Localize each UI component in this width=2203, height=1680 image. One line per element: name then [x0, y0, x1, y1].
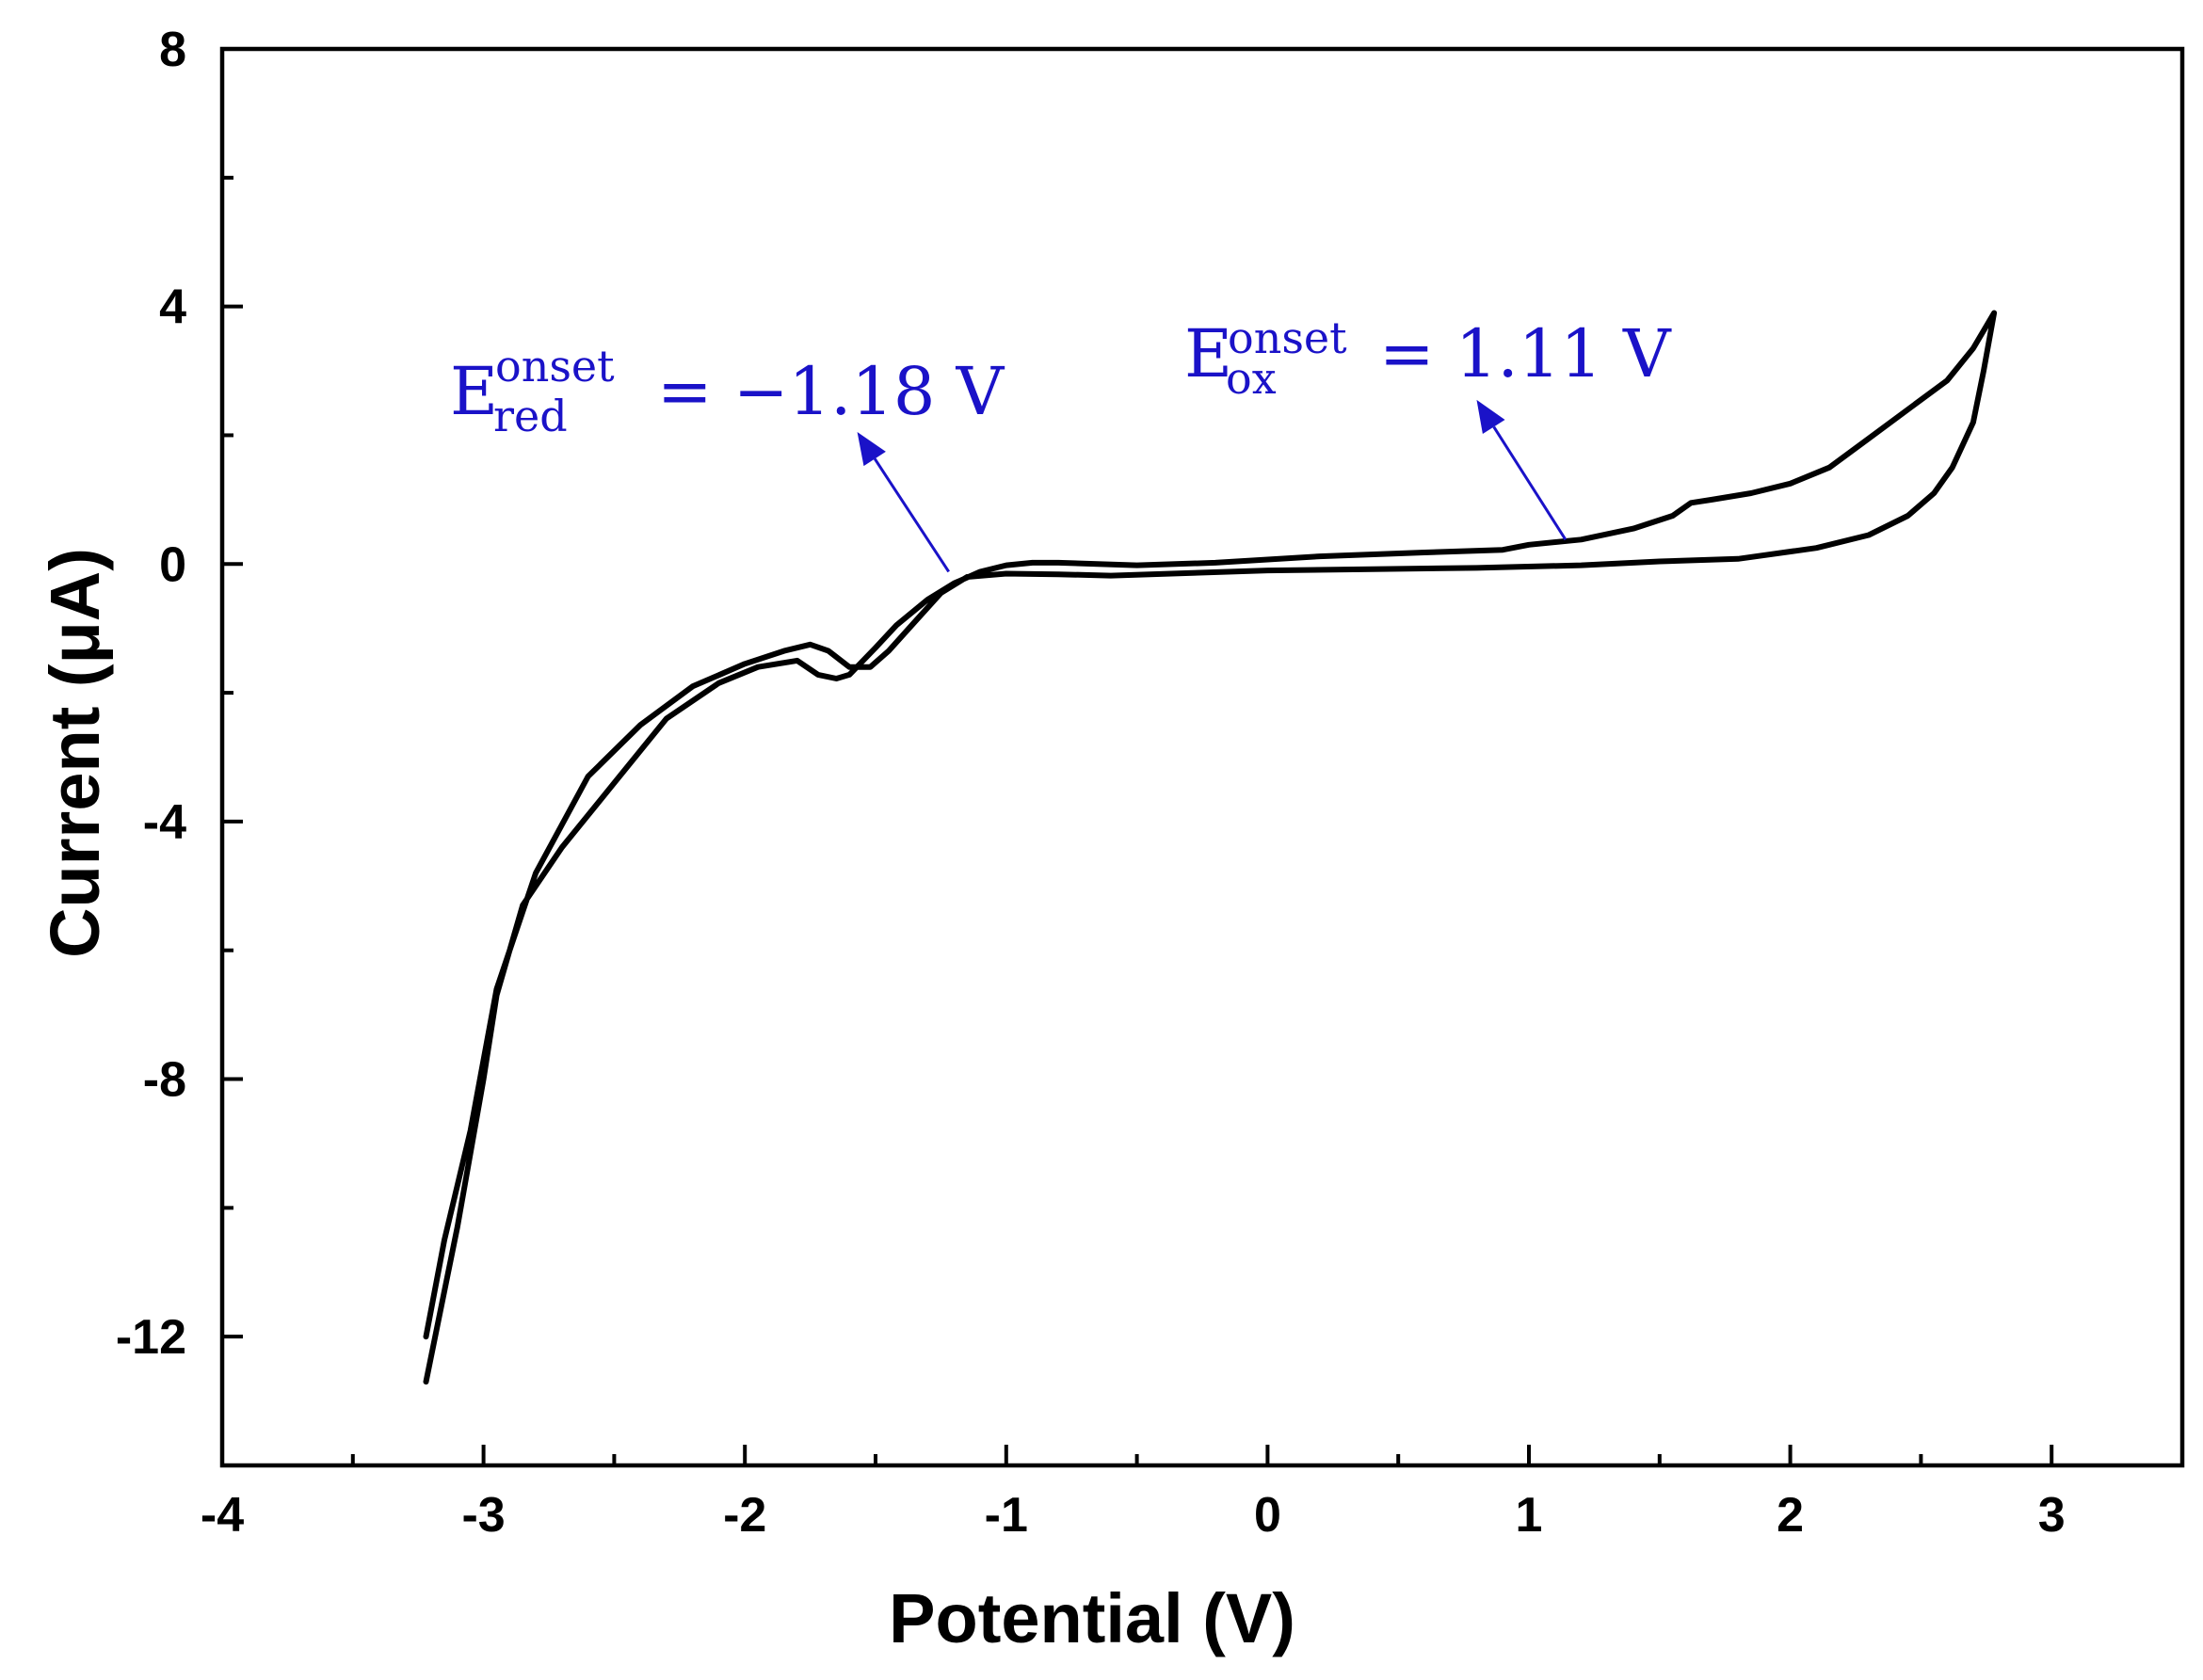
- reduction-onset-annotation: E onset red = −1.18 V: [450, 341, 1005, 441]
- x-tick-label: -2: [723, 1488, 766, 1543]
- x-axis-title: Potential (V): [889, 1579, 1295, 1657]
- plot-frame: [219, 46, 2185, 1468]
- y-tick-label: 8: [159, 23, 186, 77]
- reduction-arrow-head: [857, 432, 886, 467]
- oxidation-onset-value: = 1.11 V: [1379, 315, 1672, 392]
- x-tick-label: 3: [2038, 1488, 2066, 1543]
- y-tick-label: -4: [143, 795, 186, 850]
- y-tick-labels: -12 -8 -4 0 4 8: [116, 23, 186, 1365]
- cv-curve-series: [423, 310, 1998, 1385]
- y-tick-label: -8: [143, 1053, 186, 1108]
- x-tick-label: 0: [1254, 1488, 1281, 1543]
- axis-ticks: [220, 47, 2184, 1467]
- oxidation-onset-subscript: ox: [1226, 353, 1277, 404]
- oxidation-onset-annotation: E onset ox = 1.11 V: [1184, 312, 1672, 404]
- y-tick-label: -12: [116, 1310, 186, 1365]
- oxidation-arrow-head: [1476, 399, 1505, 435]
- x-tick-label: -4: [201, 1488, 244, 1543]
- oxidation-onset-e-label: E: [1184, 315, 1232, 392]
- y-tick-label: 4: [159, 280, 186, 335]
- y-tick-label: 0: [159, 537, 186, 592]
- y-axis-title: Current (μA): [36, 548, 114, 958]
- oxidation-arrow-line: [1492, 425, 1568, 541]
- x-tick-label: 2: [1777, 1488, 1804, 1543]
- reduction-onset-subscript: red: [493, 391, 568, 441]
- x-tick-label: -1: [985, 1488, 1028, 1543]
- x-tick-labels: -4 -3 -2 -1 0 1 2 3: [201, 1488, 2066, 1543]
- x-tick-label: -3: [461, 1488, 505, 1543]
- x-tick-label: 1: [1516, 1488, 1543, 1543]
- annotation-arrows: [857, 399, 1568, 573]
- reduction-onset-value: = −1.18 V: [657, 353, 1005, 430]
- reduction-onset-e-label: E: [450, 353, 498, 430]
- oxidation-onset-superscript: onset: [1228, 312, 1347, 363]
- reduction-arrow-line: [873, 457, 950, 573]
- reduction-onset-superscript: onset: [495, 341, 615, 392]
